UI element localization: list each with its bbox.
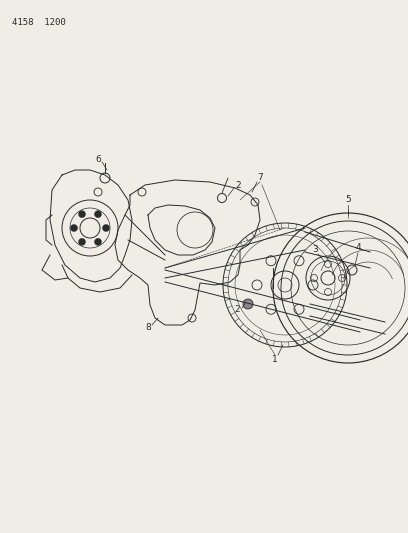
Text: 5: 5 <box>345 196 351 205</box>
Text: 3: 3 <box>312 246 318 254</box>
Circle shape <box>243 299 253 309</box>
Text: 2: 2 <box>234 305 240 314</box>
Text: 4: 4 <box>355 244 361 253</box>
Text: 8: 8 <box>145 324 151 333</box>
Text: 6: 6 <box>95 156 101 165</box>
Text: 4158  1200: 4158 1200 <box>12 18 66 27</box>
Circle shape <box>102 224 109 231</box>
Circle shape <box>78 211 86 217</box>
Circle shape <box>95 238 102 245</box>
Circle shape <box>95 211 102 217</box>
Circle shape <box>71 224 78 231</box>
Text: 1: 1 <box>272 356 278 365</box>
Text: 7: 7 <box>257 174 263 182</box>
Text: 2: 2 <box>235 182 241 190</box>
Circle shape <box>78 238 86 245</box>
